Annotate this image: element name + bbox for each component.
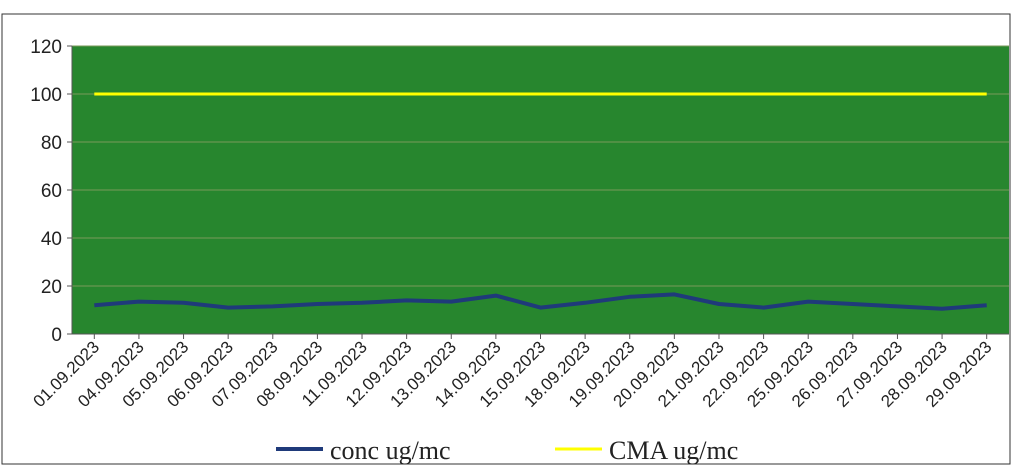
series-lines bbox=[94, 92, 987, 311]
legend-label-cma: CMA ug/mc bbox=[609, 436, 738, 465]
y-tick-label: 100 bbox=[30, 85, 62, 106]
y-tick-label: 80 bbox=[41, 133, 62, 154]
y-tick-label: 0 bbox=[51, 325, 62, 346]
legend-label-conc: conc ug/mc bbox=[330, 436, 451, 465]
legend: conc ug/mc CMA ug/mc bbox=[276, 436, 738, 465]
y-tick-label: 60 bbox=[41, 181, 62, 202]
y-tick-label: 120 bbox=[30, 37, 62, 58]
y-tick-label: 20 bbox=[41, 277, 62, 298]
series-line-conc bbox=[94, 292, 987, 311]
y-tick-label: 40 bbox=[41, 229, 62, 250]
y-tick-labels: 0 20 40 60 80 100 120 bbox=[30, 37, 72, 346]
